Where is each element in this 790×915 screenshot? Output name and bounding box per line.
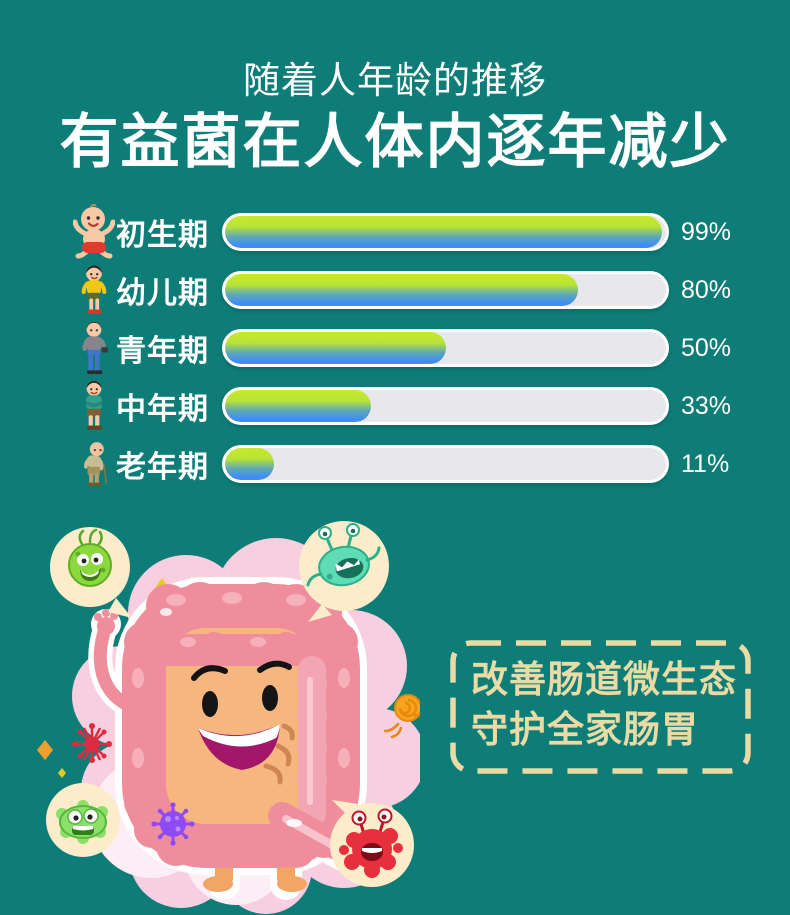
bar-label: 幼儿期 [116,277,209,310]
bar-label: 中年期 [116,393,209,426]
bar-value: 11% [681,449,730,478]
dashed-border [450,640,751,774]
bar-fill [225,448,274,480]
bar-fill [225,332,446,364]
poster-title: 有益菌在人体内逐年减少 [59,109,731,175]
bar-label: 老年期 [116,451,209,484]
bar-track [222,387,669,425]
bar-row-toddler: 幼儿期 80% [0,261,790,319]
bar-track [222,213,669,251]
bar-track [222,329,669,367]
germ-bubble-bottom-left [46,783,120,857]
elderly-icon [72,438,116,490]
young-adult-icon [72,320,116,376]
baby-icon [72,204,116,260]
purple-virus-icon [151,802,195,846]
bar-value: 50% [681,333,732,362]
bar-track [222,271,669,309]
germ-bubble-top-left [50,527,132,618]
bar-label: 初生期 [116,219,209,252]
callout-text: 改善肠道微生态 守护全家肠胃 [471,655,737,755]
bar-row-elderly: 老年期 11% [0,435,790,493]
bar-fill [225,390,371,422]
bar-value: 80% [681,275,732,304]
germ-bubble-bottom-right [330,800,414,887]
germ-bubble-top-right [299,521,389,622]
callout-line-2: 守护全家肠胃 [471,709,699,750]
poster-subtitle: 随着人年龄的推移 [243,60,547,101]
bar-label: 青年期 [116,335,209,368]
intestine-illustration [26,518,426,915]
bar-value: 33% [681,391,732,420]
bar-row-middle-aged: 中年期 33% [0,377,790,435]
bar-track [222,445,669,483]
callout-line-1: 改善肠道微生态 [471,659,737,700]
bar-value: 99% [681,217,732,246]
bar-row-young-adult: 青年期 50% [0,319,790,377]
middle-aged-icon [72,379,116,433]
bar-fill [225,216,662,248]
bar-fill [225,274,578,306]
age-bacteria-bar-chart: 初生期 99% [0,203,790,493]
bar-row-newborn: 初生期 99% [0,203,790,261]
red-virus-icon [72,723,112,763]
callout-box: 改善肠道微生态 守护全家肠胃 [449,639,752,775]
toddler-icon [72,263,116,317]
intestine-character [88,577,367,900]
